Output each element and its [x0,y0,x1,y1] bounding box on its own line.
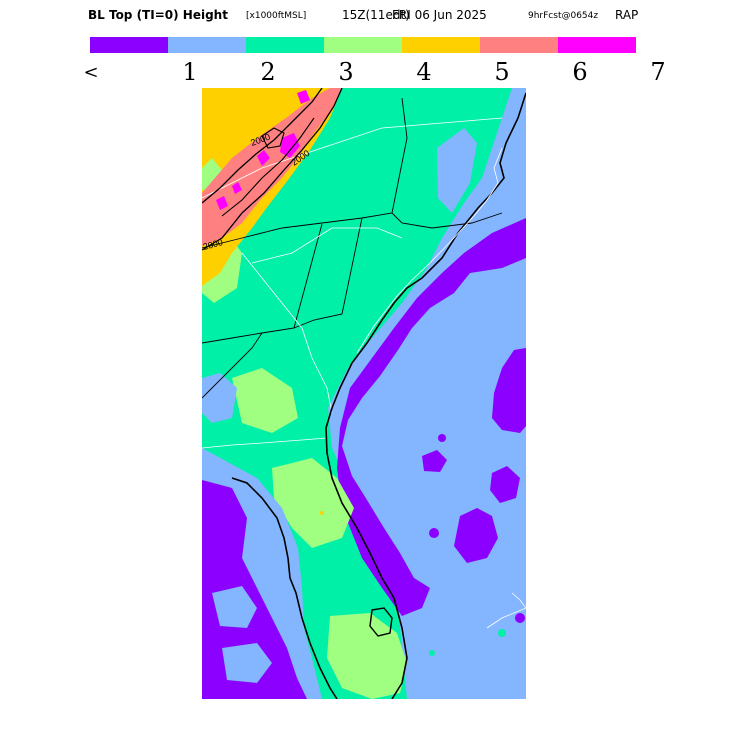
legend-swatch [324,37,402,53]
legend-tick: < [83,62,99,83]
nearshore-purple-band [337,218,526,616]
legend-tick: 3 [338,58,354,86]
gulf-blue-patch [222,643,272,683]
small-teal-spot [429,650,435,656]
legend-tick: 1 [182,58,198,86]
mountain-magenta-patch [257,150,270,166]
state-boundary-white [251,227,403,264]
state-boundary [293,217,363,329]
legend-swatch [402,37,480,53]
gulf-purple-region [202,480,307,699]
small-purple-spot [515,613,525,623]
legend-swatch [246,37,324,53]
legend-swatch [168,37,246,53]
inland-blue-patch [437,128,477,213]
field-title: BL Top (TI=0) Height [88,8,228,22]
state-boundary-white [202,117,503,199]
state-boundary-white [241,252,333,414]
state-boundary [202,97,408,249]
small-purple-spot [438,434,446,442]
legend-tick: 2 [260,58,276,86]
offshore-purple-blob [422,450,447,472]
height-contour [261,127,285,149]
height-contour [221,117,315,217]
height-contour [202,88,343,251]
mountain-green-patch [202,158,222,190]
height-contour [202,88,323,204]
offshore-purple-blob [492,348,526,433]
units-label: [x1000ftMSL] [246,11,307,21]
lake-okeechobee-outline [369,607,393,637]
legend-tick: 6 [572,58,588,86]
legend-ticks: < 1 2 3 4 5 6 7 [0,58,729,86]
mountain-magenta-patch [280,133,300,158]
south-florida-green-region [327,613,407,699]
mountain-magenta-patch [216,196,228,210]
gulf-blue-patch [212,586,257,628]
inland-blue-patch [202,373,237,423]
legend-swatch [90,37,168,53]
mountain-magenta-patch [232,182,242,194]
state-boundary [202,332,263,399]
state-boundary [391,212,503,229]
small-yellow-spot [320,511,324,515]
model-name: RAP [615,8,639,22]
small-purple-spot [429,528,439,538]
atlantic-coastline [325,92,526,699]
legend-tick: 5 [494,58,510,86]
legend-swatch [480,37,558,53]
gulf-coastline [231,477,338,699]
color-legend-bar [90,37,636,53]
coastline-white [356,147,503,354]
small-teal-spot [498,629,506,637]
offshore-purple-blob [490,466,520,503]
inland-green-patch [232,368,298,433]
forecast-info: 9hrFcst@0654z [528,11,599,21]
legend-tick: 7 [650,58,666,86]
map-title-bar: BL Top (TI=0) Height [x1000ftMSL] 15Z(11… [0,8,729,26]
legend-tick: 4 [416,58,432,86]
coastline-white [486,592,526,629]
valid-time: 15Z(11edt) [342,8,410,22]
offshore-purple-blob [454,508,498,563]
state-boundary-white [202,437,328,449]
forecast-map: 2000 2000 2000 [202,88,526,699]
mountain-magenta-patch [297,90,310,104]
valid-date: FRI 06 Jun 2025 [392,8,487,22]
legend-swatch [558,37,636,53]
